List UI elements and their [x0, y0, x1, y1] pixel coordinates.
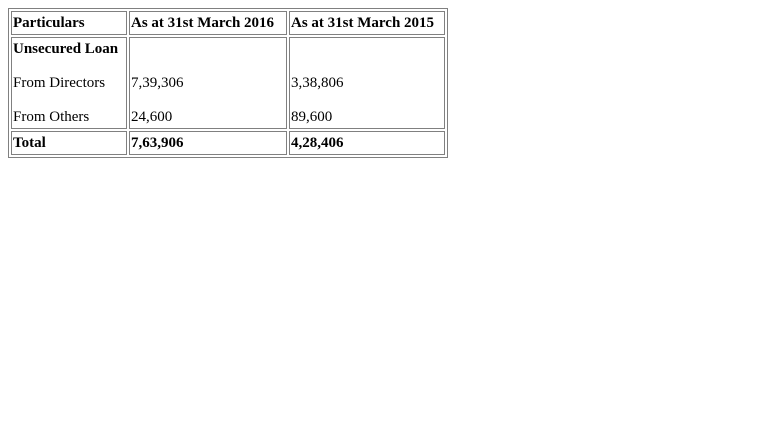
values-2016-cell: 7,39,306 24,600 — [129, 37, 287, 129]
values-2015-cell: 3,38,806 89,600 — [289, 37, 445, 129]
others-2016: 24,600 — [131, 109, 173, 125]
table-row: Unsecured Loan From Directors From Other… — [11, 37, 445, 129]
others-2015: 89,600 — [291, 109, 333, 125]
unsecured-loan-table: Particulars As at 31st March 2016 As at … — [8, 8, 448, 158]
particulars-cell: Unsecured Loan From Directors From Other… — [11, 37, 127, 129]
header-row: Particulars As at 31st March 2016 As at … — [11, 11, 445, 35]
directors-2015: 3,38,806 — [291, 75, 344, 91]
row-label-directors: From Directors — [13, 75, 106, 91]
row-label-others: From Others — [13, 109, 90, 125]
header-2016: As at 31st March 2016 — [129, 11, 287, 35]
header-particulars: Particulars — [11, 11, 127, 35]
directors-2016: 7,39,306 — [131, 75, 184, 91]
total-2016: 7,63,906 — [129, 131, 287, 155]
total-row: Total 7,63,906 4,28,406 — [11, 131, 445, 155]
document-body: Particulars As at 31st March 2016 As at … — [8, 8, 448, 158]
header-2015: As at 31st March 2015 — [289, 11, 445, 35]
total-2015: 4,28,406 — [289, 131, 445, 155]
section-label: Unsecured Loan — [13, 41, 119, 57]
total-label: Total — [11, 131, 127, 155]
